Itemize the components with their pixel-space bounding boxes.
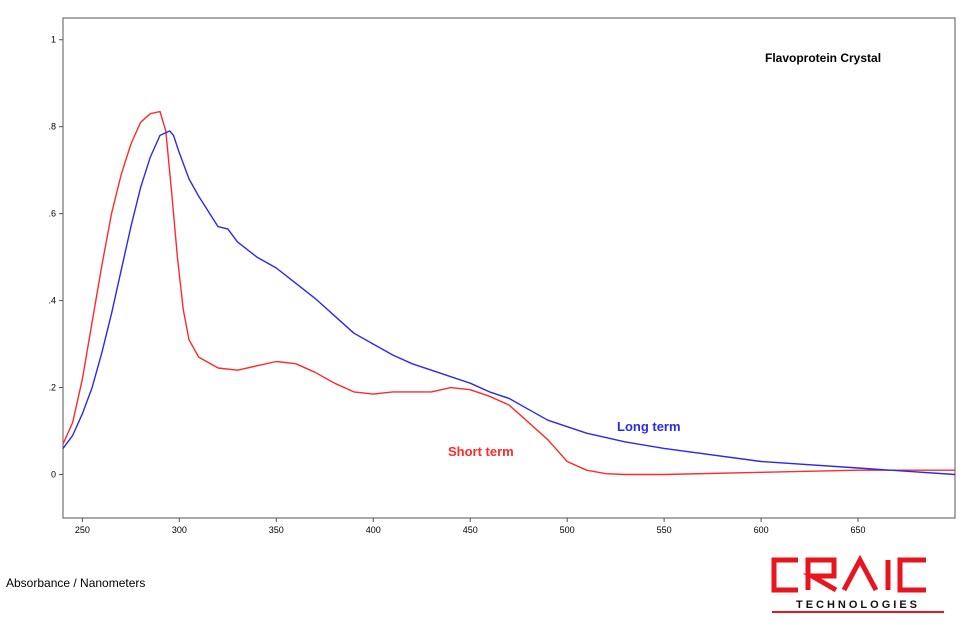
series-line-short-term <box>62 110 955 476</box>
y-tick-label: .8 <box>48 122 56 132</box>
x-tick-label: 450 <box>463 525 478 535</box>
x-tick-label: 550 <box>657 525 672 535</box>
y-tick-label: 1 <box>51 35 56 45</box>
logo-subtitle: TECHNOLOGIES <box>796 599 920 611</box>
y-tick-label: .6 <box>48 209 56 219</box>
x-tick-label: 650 <box>851 525 866 535</box>
x-tick-label: 500 <box>560 525 575 535</box>
series-layer <box>62 110 956 476</box>
series-line-long-term <box>62 130 956 476</box>
x-tick-label: 600 <box>754 525 769 535</box>
axis-units-caption: Absorbance / Nanometers <box>6 576 146 590</box>
craic-logo: TECHNOLOGIES <box>771 554 944 613</box>
y-tick-label: 0 <box>51 470 56 480</box>
long-term-label: Long term <box>617 419 681 434</box>
y-tick-label: .2 <box>48 383 56 393</box>
y-tick-label: .4 <box>48 296 56 306</box>
x-tick-label: 300 <box>172 525 187 535</box>
y-axis-ticks: 0 .2 .4 .6 .8 1 <box>48 35 63 480</box>
plot-frame <box>62 17 956 519</box>
x-axis-ticks: 250 300 350 400 450 500 550 600 650 <box>75 518 866 535</box>
x-tick-label: 250 <box>75 525 90 535</box>
x-tick-label: 350 <box>269 525 284 535</box>
short-term-label: Short term <box>448 444 514 459</box>
x-tick-label: 400 <box>366 525 381 535</box>
plot-title: Flavoprotein Crystal <box>765 51 881 65</box>
